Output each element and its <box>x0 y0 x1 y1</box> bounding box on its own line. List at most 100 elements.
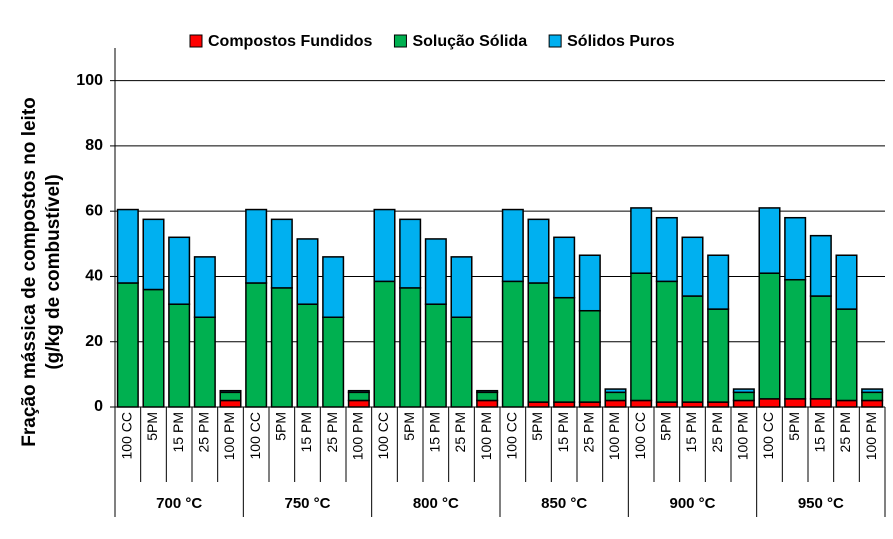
x-tick-label: 100 PM <box>350 412 366 460</box>
bar-segment <box>501 208 524 283</box>
y-tick-label: 20 <box>85 333 103 350</box>
x-tick-label: 25 PM <box>581 412 597 452</box>
bar-segment <box>604 388 627 394</box>
x-tick-label: 100 PM <box>735 412 751 460</box>
x-tick-label: 100 CC <box>632 412 648 459</box>
bar-segment <box>476 391 499 402</box>
bar-segment <box>553 296 576 403</box>
bar-segment <box>681 295 704 403</box>
bar-segment <box>835 399 858 408</box>
x-tick-label: 25 PM <box>196 412 212 452</box>
bar-segment <box>809 234 832 297</box>
x-tick-label: 100 CC <box>760 412 776 459</box>
group-label: 850 °C <box>541 495 587 512</box>
bar-segment <box>219 389 242 394</box>
x-tick-label: 100 PM <box>863 412 879 460</box>
group-label: 800 °C <box>413 495 459 512</box>
bar-segment <box>347 399 370 408</box>
bar-segment <box>142 218 165 291</box>
legend-label: Compostos Fundidos <box>208 33 373 50</box>
bar-segment <box>630 272 653 402</box>
bar-segment <box>835 308 858 402</box>
bar-segment <box>450 256 473 319</box>
bar-segment <box>399 218 422 289</box>
bar-segment <box>604 399 627 408</box>
y-tick-label: 100 <box>76 72 103 89</box>
group-label: 750 °C <box>284 495 330 512</box>
x-tick-label: 25 PM <box>709 412 725 452</box>
bar-segment <box>758 398 781 408</box>
x-tick-label: 5PM <box>529 412 545 441</box>
bar-segment <box>219 391 242 402</box>
group-label: 900 °C <box>669 495 715 512</box>
y-tick-label: 0 <box>94 398 103 415</box>
bar-segment <box>732 399 755 408</box>
bar-segment <box>527 282 550 403</box>
bar-segment <box>784 398 807 408</box>
bar-segment <box>655 280 678 403</box>
bar-segment <box>373 280 396 408</box>
bar-segment <box>116 208 139 284</box>
legend-swatch <box>189 34 203 48</box>
bar-segment <box>270 287 293 408</box>
bar-segment <box>630 207 653 274</box>
x-tick-label: 100 CC <box>119 412 135 459</box>
bar-segment <box>476 389 499 394</box>
bar-segment <box>168 303 191 408</box>
x-tick-label: 100 CC <box>247 412 263 459</box>
x-tick-label: 5PM <box>786 412 802 441</box>
bar-segment <box>347 389 370 394</box>
x-tick-label: 5PM <box>658 412 674 441</box>
bar-segment <box>758 272 781 400</box>
bar-segment <box>630 399 653 408</box>
x-tick-label: 15 PM <box>427 412 443 452</box>
y-tick-label: 80 <box>85 137 103 154</box>
bar-segment <box>809 398 832 408</box>
bar-segment <box>604 391 627 402</box>
bar-segment <box>245 282 268 408</box>
bar-segment <box>450 316 473 408</box>
bar-segment <box>553 236 576 299</box>
bar-segment <box>784 216 807 281</box>
bar-segment <box>732 388 755 394</box>
bar-segment <box>399 287 422 408</box>
bar-segment <box>681 236 704 297</box>
bar-segment <box>270 218 293 289</box>
y-axis-label: (g/kg de combustível) <box>43 174 64 369</box>
group-label: 700 °C <box>156 495 202 512</box>
bar-segment <box>707 308 730 403</box>
x-tick-label: 5PM <box>273 412 289 441</box>
bar-segment <box>219 399 242 408</box>
x-tick-label: 100 PM <box>221 412 237 460</box>
x-tick-label: 5PM <box>144 412 160 441</box>
bar-segment <box>296 238 319 305</box>
bar-segment <box>707 254 730 310</box>
x-tick-label: 15 PM <box>298 412 314 452</box>
legend-label: Solução Sólida <box>412 33 527 50</box>
bar-segment <box>527 218 550 284</box>
x-tick-label: 25 PM <box>837 412 853 452</box>
y-axis-label: Fração mássica de compostos no leito <box>19 97 40 447</box>
bar-segment <box>655 216 678 283</box>
bar-segment <box>835 254 858 310</box>
bar-segment <box>296 303 319 408</box>
x-tick-label: 15 PM <box>555 412 571 452</box>
bar-segment <box>784 278 807 400</box>
y-tick-label: 40 <box>85 268 103 285</box>
x-tick-label: 25 PM <box>324 412 340 452</box>
x-tick-label: 15 PM <box>812 412 828 452</box>
bar-segment <box>322 316 345 408</box>
bar-segment <box>732 391 755 402</box>
bar-segment <box>476 399 499 408</box>
bar-segment <box>578 254 601 312</box>
bar-segment <box>116 282 139 408</box>
bar-segment <box>193 256 216 319</box>
bar-segment <box>322 256 345 319</box>
x-tick-label: 15 PM <box>683 412 699 452</box>
bar-segment <box>861 391 884 402</box>
bar-segment <box>501 280 524 408</box>
x-tick-label: 100 CC <box>504 412 520 459</box>
x-tick-label: 15 PM <box>170 412 186 452</box>
bar-segment <box>758 207 781 274</box>
